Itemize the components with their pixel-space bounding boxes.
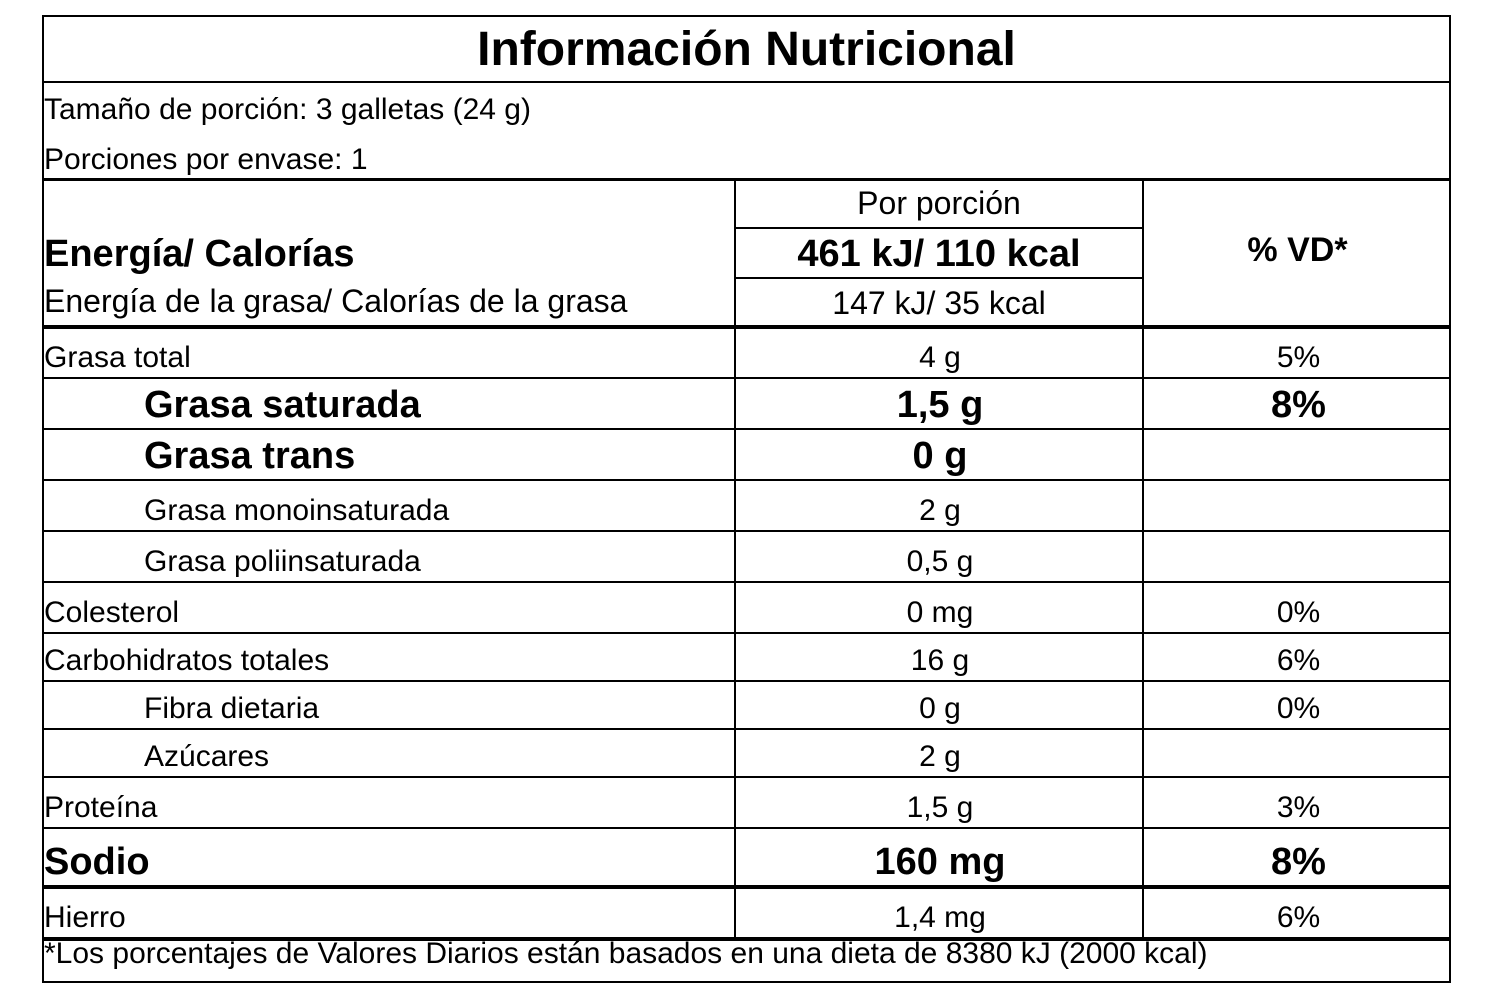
nutrient-dv: 8%: [1271, 841, 1326, 883]
nutrient-name: Hierro: [44, 901, 126, 934]
nutrient-name: Grasa trans: [144, 435, 356, 477]
energy-value: 461 kJ/ 110 kcal: [797, 233, 1081, 275]
label-title: Información Nutricional: [44, 17, 1449, 83]
nutrient-amount: 0 mg: [906, 596, 974, 629]
table-row: Azúcares 2 g: [44, 730, 1449, 778]
nutrient-name: Proteína: [44, 791, 158, 824]
nutrition-facts-label: Información Nutricional Tamaño de porció…: [42, 15, 1451, 983]
nutrient-name: Azúcares: [144, 740, 270, 773]
nutrient-name: Fibra dietaria: [144, 692, 320, 725]
nutrient-name: Colesterol: [44, 596, 180, 629]
table-row: Colesterol 0 mg 0%: [44, 583, 1449, 634]
table-row: Carbohidratos totales 16 g 6%: [44, 634, 1449, 682]
table-row: Grasa saturada 1,5 g 8%: [44, 379, 1449, 430]
per-serving-header: Por porción: [857, 185, 1021, 221]
nutrient-name: Grasa monoinsaturada: [144, 494, 450, 527]
table-row: Grasa monoinsaturada 2 g: [44, 481, 1449, 532]
nutrient-dv: 5%: [1276, 341, 1321, 374]
row-divider: [734, 277, 1144, 279]
table-row: Grasa poliinsaturada 0,5 g: [44, 532, 1449, 583]
serving-info: Tamaño de porción: 3 galletas (24 g) Por…: [44, 83, 1449, 181]
energy-section: Por porción Energía/ Calorías 461 kJ/ 11…: [44, 181, 1449, 329]
nutrient-dv: 0%: [1276, 596, 1321, 629]
nutrient-amount: 16 g: [910, 644, 970, 677]
servings-per-container: Porciones por envase: 1: [44, 143, 368, 176]
nutrient-name: Grasa saturada: [144, 384, 421, 426]
fat-energy-label: Energía de la grasa/ Calorías de la gras…: [44, 283, 628, 319]
nutrient-dv: 8%: [1271, 384, 1326, 426]
table-row: Sodio 160 mg 8%: [44, 829, 1449, 889]
nutrient-amount: 0 g: [912, 435, 968, 477]
table-row: Grasa trans 0 g: [44, 430, 1449, 481]
column-divider: [734, 181, 736, 325]
nutrient-amount: 1,4 mg: [894, 901, 986, 934]
nutrient-name: Sodio: [44, 841, 150, 883]
table-row: Hierro 1,4 mg 6%: [44, 889, 1449, 941]
nutrient-dv: 3%: [1276, 791, 1321, 824]
nutrient-amount: 2 g: [919, 740, 961, 773]
table-row: Grasa total 4 g 5%: [44, 329, 1449, 379]
nutrient-amount: 4 g: [919, 341, 961, 374]
nutrient-dv: 6%: [1276, 644, 1321, 677]
table-row: Fibra dietaria 0 g 0%: [44, 682, 1449, 730]
daily-value-header: % VD*: [1247, 231, 1348, 269]
daily-value-footnote: *Los porcentajes de Valores Diarios está…: [44, 937, 1208, 970]
nutrient-name: Grasa total: [44, 341, 191, 374]
nutrient-name: Carbohidratos totales: [44, 644, 330, 677]
nutrient-amount: 1,5 g: [906, 791, 974, 824]
column-divider: [1142, 181, 1144, 325]
nutrient-name: Grasa poliinsaturada: [144, 545, 421, 578]
nutrient-dv: 0%: [1276, 692, 1321, 725]
energy-label: Energía/ Calorías: [44, 233, 355, 275]
row-divider: [734, 227, 1144, 229]
fat-energy-value: 147 kJ/ 35 kcal: [832, 285, 1046, 321]
nutrient-dv: 6%: [1276, 901, 1321, 934]
nutrient-amount: 2 g: [919, 494, 961, 527]
nutrient-amount: 0 g: [919, 692, 961, 725]
table-row: Proteína 1,5 g 3%: [44, 778, 1449, 829]
nutrient-amount: 160 mg: [874, 841, 1006, 883]
nutrient-amount: 0,5 g: [906, 545, 974, 578]
serving-size: Tamaño de porción: 3 galletas (24 g): [44, 93, 531, 126]
nutrient-amount: 1,5 g: [896, 384, 984, 426]
